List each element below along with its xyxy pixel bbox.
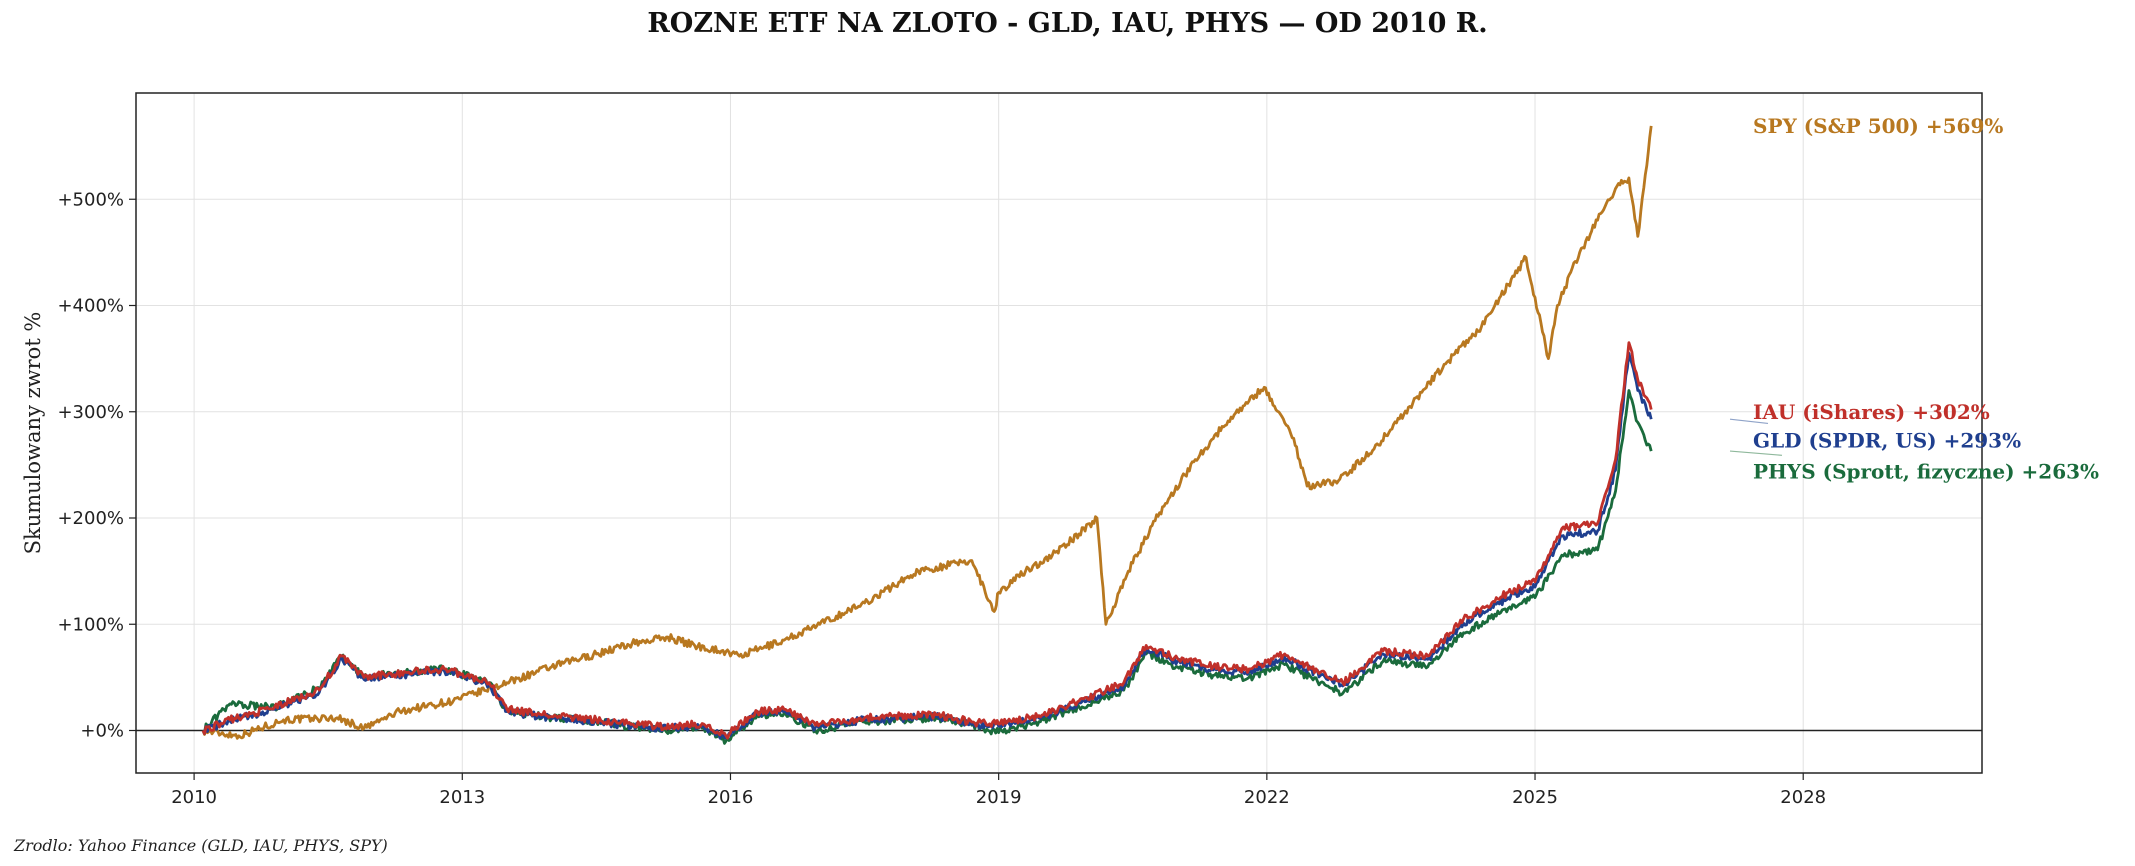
y-axis-label: Skumulowany zwrot % (21, 312, 45, 555)
x-tick-label: 2028 (1780, 787, 1826, 808)
end-labels: SPY (S&P 500) +569% IAU (iShares) +302% GL… (1753, 114, 2099, 483)
label-leader-lines (1729, 418, 1783, 456)
x-tick-label: 2022 (1244, 787, 1290, 808)
y-tick-label: +100% (57, 614, 124, 635)
leader-line (1729, 418, 1769, 425)
plot-frame (135, 92, 1983, 774)
leader-line (1729, 450, 1783, 456)
end-label-iau: IAU (iShares) +302% (1753, 400, 1990, 424)
end-label-phys: PHYS (Sprott, fizyczne) +263% (1753, 459, 2099, 483)
series-lines (201, 125, 1653, 745)
y-tick-label: +200% (57, 508, 124, 529)
source-note: Zrodlo: Yahoo Finance (GLD, IAU, PHYS, S… (14, 836, 388, 855)
y-tick-label: +0% (80, 721, 124, 742)
x-tick-label: 2025 (1512, 787, 1558, 808)
y-tick-label: +500% (57, 189, 124, 210)
axis-ticks: 2010 2013 2016 2019 2022 2025 2028 +0% +100% +200… (57, 189, 1826, 808)
series-line-iau (201, 341, 1653, 740)
end-label-spy: SPY (S&P 500) +569% (1753, 114, 2003, 138)
y-tick-label: +400% (57, 296, 124, 317)
end-label-gld: GLD (SPDR, US) +293% (1753, 428, 2021, 452)
x-tick-label: 2013 (439, 787, 485, 808)
series-line-spy (201, 125, 1653, 740)
x-tick-label: 2019 (976, 787, 1022, 808)
series-line-gld (201, 351, 1653, 740)
x-tick-label: 2016 (708, 787, 754, 808)
chart-title: ROZNE ETF NA ZLOTO - GLD, IAU, PHYS — OD… (647, 8, 1488, 39)
y-tick-label: +300% (57, 402, 124, 423)
x-tick-label: 2010 (171, 787, 217, 808)
